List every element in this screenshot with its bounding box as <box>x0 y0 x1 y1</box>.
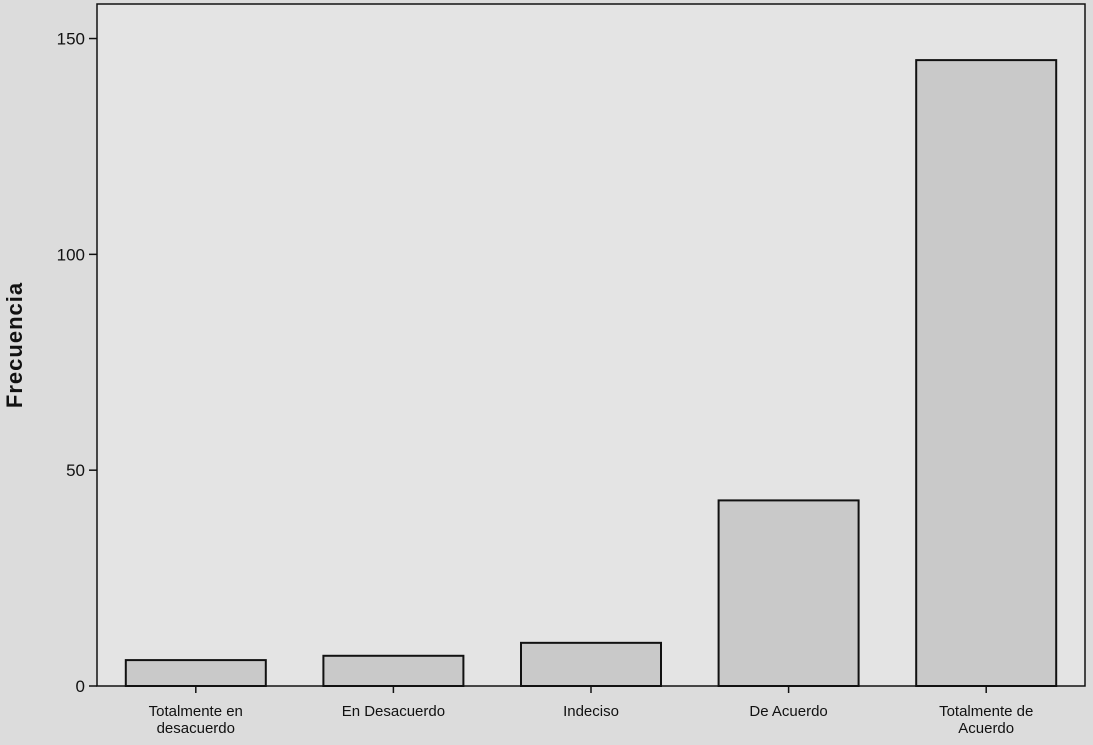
x-tick-label-3: De Acuerdo <box>749 703 827 720</box>
x-tick-label-4-line-1: Acuerdo <box>958 720 1014 737</box>
y-axis-label: Frecuencia <box>2 282 27 408</box>
bar-3 <box>717 499 860 687</box>
y-tick-label-2: 100 <box>57 245 85 264</box>
x-tick-label-3-line-0: De Acuerdo <box>749 703 827 720</box>
x-tick-label-0-line-1: desacuerdo <box>157 720 235 737</box>
bar-1 <box>322 654 465 687</box>
bar-4 <box>915 59 1058 687</box>
x-tick-label-1-line-0: En Desacuerdo <box>342 703 445 720</box>
x-tick-label-2: Indeciso <box>563 703 619 720</box>
x-tick-label-0-line-0: Totalmente en <box>149 703 243 720</box>
x-tick-label-4-line-0: Totalmente de <box>939 703 1033 720</box>
axes-layer: 0 50 100 150 Totalmente en desacuerdo En Desac… <box>57 30 1034 737</box>
bars-layer <box>124 59 1058 688</box>
x-tick-label-1: En Desacuerdo <box>342 703 445 720</box>
y-tick-label-0: 0 <box>76 677 85 696</box>
y-tick-label-3: 150 <box>57 30 85 49</box>
x-tick-label-2-line-0: Indeciso <box>563 703 619 720</box>
y-tick-label-1: 50 <box>66 461 85 480</box>
x-tick-label-4: Totalmente de Acuerdo <box>939 703 1033 737</box>
bar-0 <box>124 659 267 687</box>
x-tick-label-0: Totalmente en desacuerdo <box>149 703 243 737</box>
bar-2 <box>520 641 662 688</box>
